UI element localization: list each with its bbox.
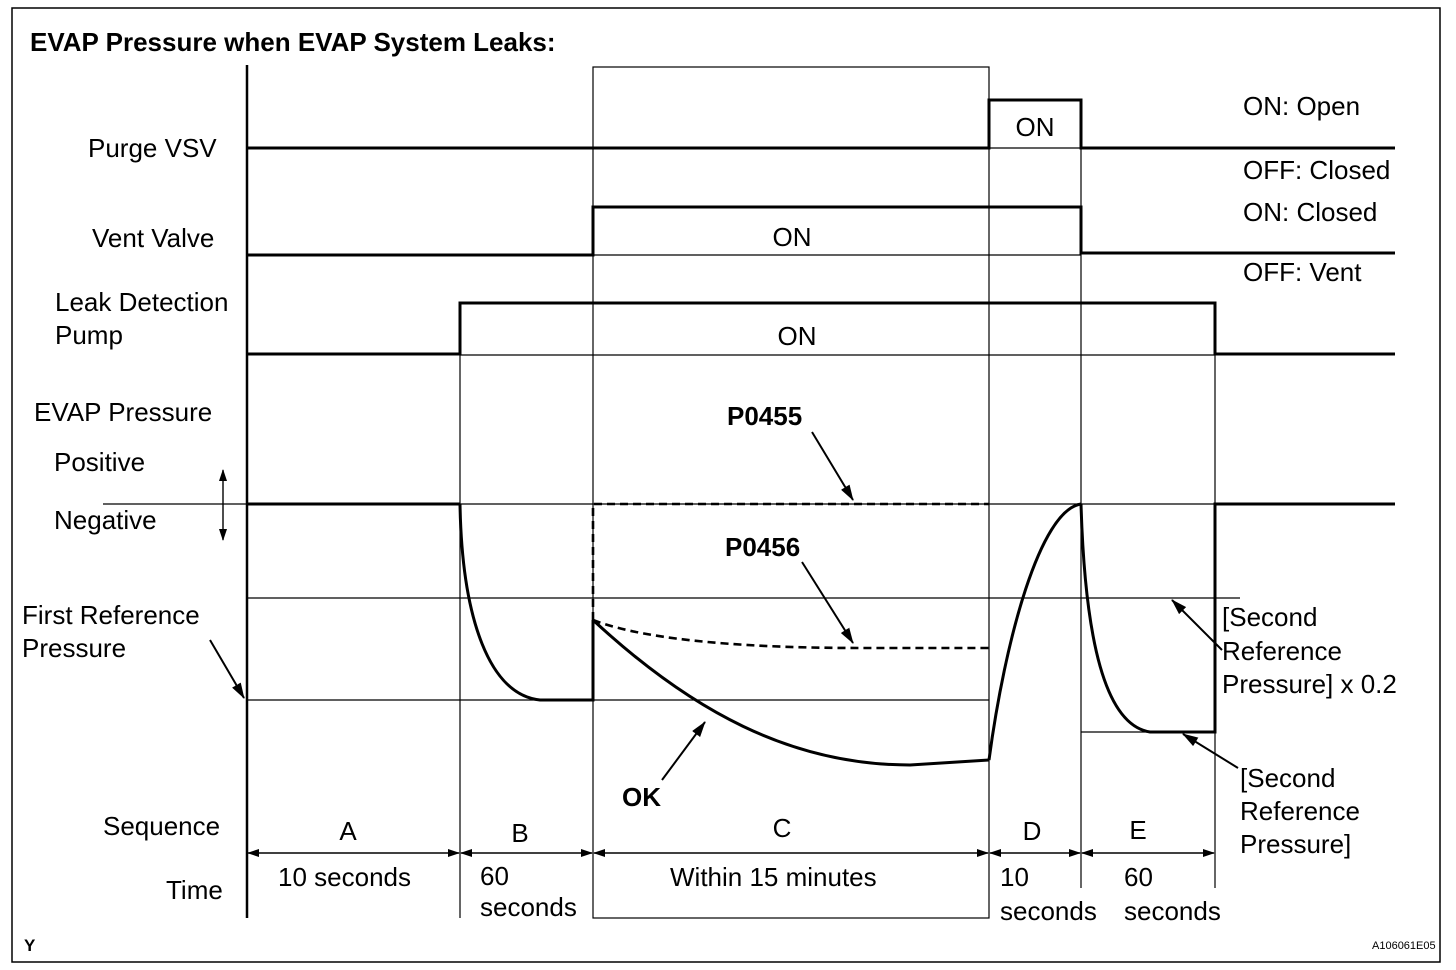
vent-valve-state-on: ON: Closed (1243, 197, 1377, 227)
phase-c-time: Within 15 minutes (670, 862, 877, 892)
phase-b-name: B (511, 818, 528, 848)
figure-code: A106061E05 (1372, 940, 1436, 952)
pump-label-line1: Leak Detection (55, 287, 228, 317)
second-reference-label-line1: [Second (1240, 763, 1335, 793)
figure-border (11, 7, 1441, 963)
phase-a-name: A (339, 816, 357, 846)
second-reference-x02-label-line1: [Second (1222, 602, 1317, 632)
time-label: Time (166, 875, 223, 905)
first-reference-label-line2: Pressure (22, 633, 126, 663)
phase-c-box (592, 66, 990, 919)
vent-valve-pulse-label: ON (773, 222, 812, 252)
pump-signal (247, 301, 1395, 356)
pressure-phase-e-curve (1079, 502, 1395, 734)
ok-solid-curve (591, 618, 990, 767)
purge-vsv-state-on: ON: Open (1243, 91, 1360, 121)
vent-valve-label: Vent Valve (92, 223, 214, 253)
p0456-pointer-arrow (801, 561, 854, 644)
phase-e-time-line2: seconds (1124, 896, 1221, 926)
second-reference-x02-pointer-arrow (1171, 599, 1223, 651)
phase-c-name: C (773, 813, 792, 843)
second-reference-label-line2: Reference (1240, 796, 1360, 826)
sequence-label: Sequence (103, 811, 220, 841)
ok-pointer-arrow (661, 721, 706, 781)
evap-pressure-label: EVAP Pressure (34, 397, 212, 427)
p0455-dashed-curve (591, 502, 989, 620)
figure-title: EVAP Pressure when EVAP System Leaks: (30, 27, 556, 57)
ok-label: OK (622, 782, 661, 812)
positive-label: Positive (54, 447, 145, 477)
pressure-phase-d-curve (987, 502, 1082, 761)
first-reference-pointer-arrow (209, 639, 245, 699)
second-reference-pointer-arrow (1182, 733, 1239, 769)
phase-d-name: D (1023, 816, 1042, 846)
pressure-phase-b-curve (458, 503, 595, 702)
phase-e-time-line1: 60 (1124, 862, 1153, 892)
pump-pulse-label: ON (778, 321, 817, 351)
phase-d-time-line2: seconds (1000, 896, 1097, 926)
phase-a-time: 10 seconds (278, 862, 411, 892)
negative-label: Negative (54, 505, 157, 535)
p0455-label: P0455 (727, 401, 802, 431)
phase-e-name: E (1129, 815, 1146, 845)
p0455-pointer-arrow (811, 431, 854, 501)
second-reference-x02-label-line3: Pressure] x 0.2 (1222, 669, 1397, 699)
vent-valve-state-off: OFF: Vent (1243, 257, 1362, 287)
purge-vsv-pulse-label: ON (1016, 112, 1055, 142)
second-reference-x02-label-line2: Reference (1222, 636, 1342, 666)
purge-vsv-label: Purge VSV (88, 133, 217, 163)
vent-valve-signal (247, 205, 1395, 257)
first-reference-label-line1: First Reference (22, 600, 200, 630)
p0456-dashed-curve (592, 618, 989, 650)
pump-label-line2: Pump (55, 320, 123, 350)
phase-b-time-line2: seconds (480, 892, 577, 922)
corner-mark: Y (24, 936, 36, 955)
phase-b-time-line1: 60 (480, 861, 509, 891)
purge-vsv-state-off: OFF: Closed (1243, 155, 1390, 185)
phase-d-time-line1: 10 (1000, 862, 1029, 892)
p0456-label: P0456 (725, 532, 800, 562)
second-reference-label-line3: Pressure] (1240, 829, 1351, 859)
purge-vsv-signal (247, 98, 1395, 150)
